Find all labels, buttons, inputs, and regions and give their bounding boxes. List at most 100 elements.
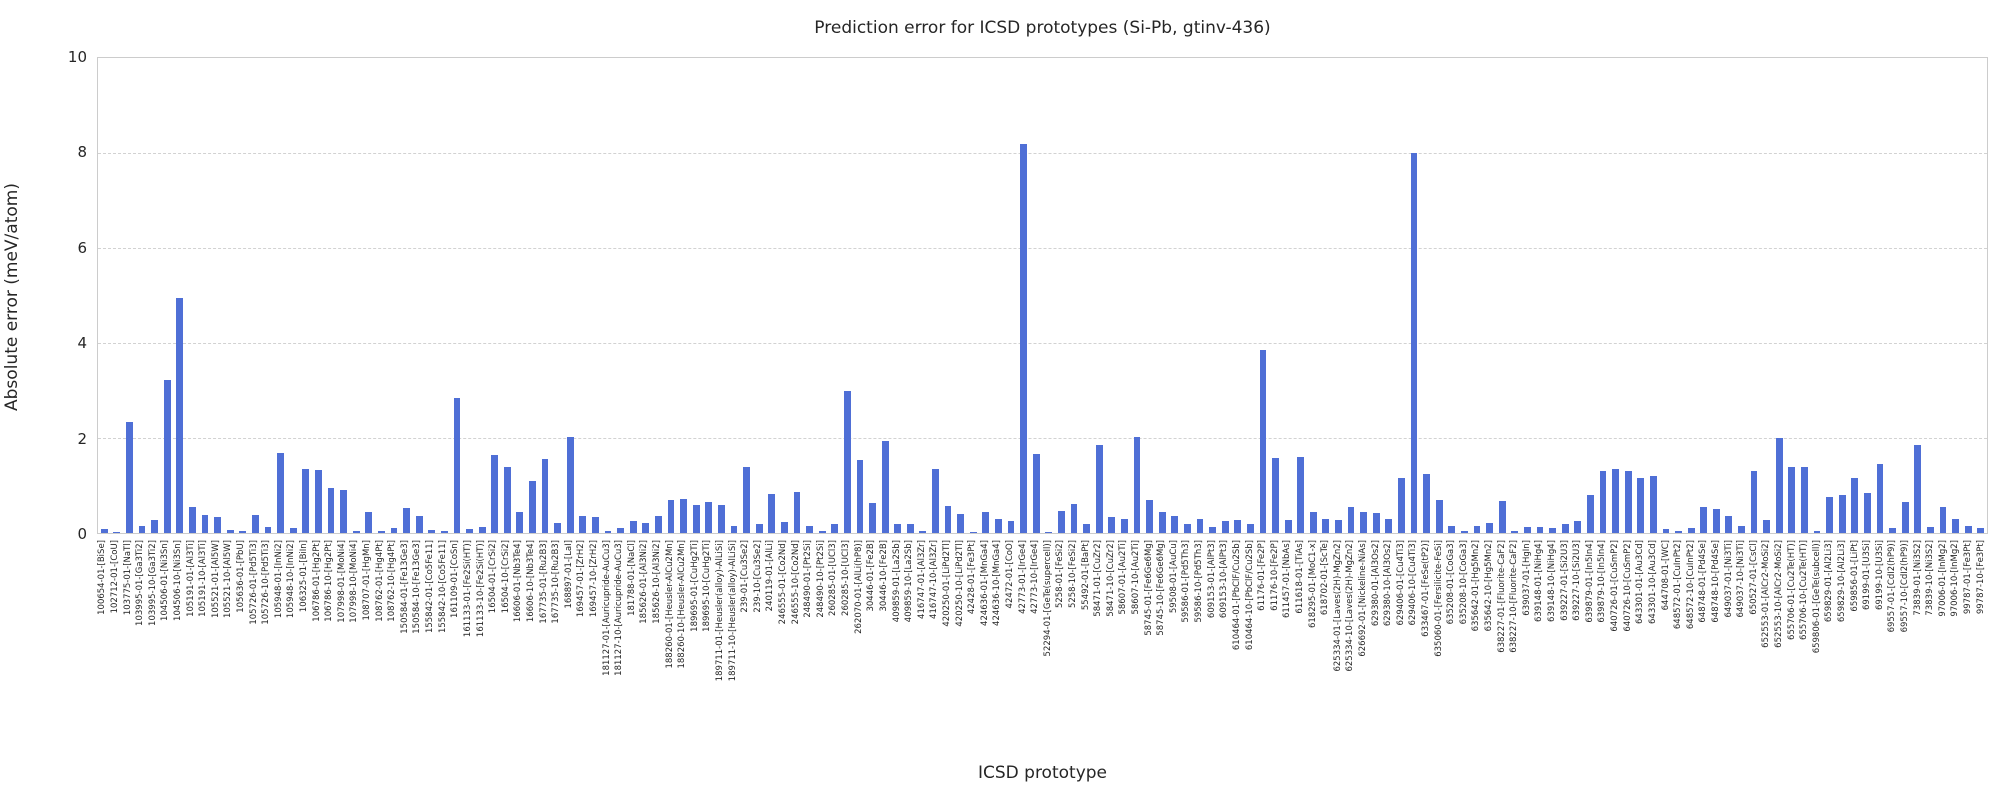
- bar-slot: [1974, 58, 1987, 533]
- x-tick-label: 69199-10-[U3Si]: [1874, 540, 1885, 611]
- bar-640726-10-[CuSmP2]: [1624, 471, 1632, 533]
- bar-slot: [967, 58, 980, 533]
- bar-slot: [1017, 58, 1030, 533]
- x-tick-label: 659806-01-[GeTe(subcell)]: [1811, 540, 1822, 654]
- bar-slot: [1345, 58, 1358, 533]
- bar-slot: [1836, 58, 1849, 533]
- bar-105726-10-[Pd5Ti3]: [264, 527, 272, 533]
- x-tick-label: 105726-10-[Pd5Ti3]: [261, 540, 272, 625]
- bar-105191-01-[Al3Ti]: [189, 507, 196, 533]
- x-tick-label: 150584-10-[Fe13Ge3]: [412, 540, 423, 634]
- x-tick-label: 625334-10-[Laves(2H)-MgZn2]: [1345, 540, 1356, 672]
- bar-slot: [1030, 58, 1043, 533]
- bar-648748-01-[Pd4Se]: [1700, 506, 1708, 533]
- bar-639879-01-[In5In4]: [1586, 495, 1594, 533]
- bar-slot: [1924, 58, 1937, 533]
- x-tick-label: 97006-01-[InMg2]: [1937, 540, 1948, 617]
- bar-slot: [312, 58, 325, 533]
- x-tick-label: 108762-10-[Hg4Pt]: [387, 540, 398, 622]
- y-tick-0: 0: [77, 525, 87, 543]
- bar-150584-01-[Fe13Ge3]: [403, 508, 410, 533]
- bar-slot: [1458, 58, 1471, 533]
- x-tick-label: 246555-01-[Co2Nd]: [778, 540, 789, 625]
- bar-slot: [1811, 58, 1824, 533]
- bar-slot: [388, 58, 401, 533]
- x-tick-label: 167735-01-[Ru2B3]: [538, 540, 549, 624]
- bar-slot: [123, 58, 136, 533]
- bar-648572-01-[CuInPt2]: [1675, 530, 1682, 533]
- x-tick-label: 629380-10-[Al3Os2]: [1383, 540, 1394, 627]
- bar-slot: [249, 58, 262, 533]
- bar-640726-01-[CuSmP2]: [1612, 468, 1619, 533]
- bar-slot: [1206, 58, 1219, 533]
- x-tick-label: 105191-10-[Al3Ti]: [198, 540, 209, 617]
- bar-155842-10-[Co5Fe11]: [440, 530, 448, 533]
- bar-643301-10-[Au3Cd]: [1649, 476, 1657, 533]
- bar-106786-10-[Hg2Pt]: [327, 487, 335, 533]
- x-tick-label: 652553-01-[AlCr2-MoSi2]: [1761, 540, 1772, 648]
- bar-slot: [1408, 58, 1421, 533]
- bar-648748-10-[Pd4Se]: [1712, 509, 1720, 533]
- x-tick-label: 155842-10-[Co5Fe11]: [437, 540, 448, 634]
- x-tick-label: 648572-10-[CuInPt2]: [1685, 540, 1696, 630]
- bar-slot: [111, 58, 124, 533]
- x-tick-label: 618295-01-[MoC1-x]: [1307, 540, 1318, 629]
- bar-58471-01-[CuZr2]: [1095, 445, 1103, 533]
- bar-slot: [362, 58, 375, 533]
- bar-416747-10-[Al3Zr]: [932, 469, 939, 533]
- bar-239-01-[Cu3Se2]: [743, 466, 750, 533]
- x-tick-label: 635208-10-[CoGa3]: [1458, 540, 1469, 625]
- x-tick-label: 659829-10-[Al2Li3]: [1837, 540, 1848, 623]
- x-tick-label: 30446-10-[Fe2B]: [878, 540, 889, 612]
- bar-slot: [589, 58, 602, 533]
- bar-slot: [1483, 58, 1496, 533]
- bar-slot: [1080, 58, 1093, 533]
- bar-slot: [690, 58, 703, 533]
- x-tick-label: 106786-10-[Hg2Pt]: [324, 540, 335, 622]
- bar-42428-01-[Fe3Pt]: [969, 531, 977, 533]
- bar-slot: [161, 58, 174, 533]
- bar-slot: [148, 58, 161, 533]
- bar-52294-01-[GeTe(supercell)]: [1045, 531, 1053, 533]
- x-tick-label: 161109-01-[CoSn]: [450, 540, 461, 618]
- bar-424636-10-[MnGa4]: [995, 518, 1002, 533]
- bar-slot: [614, 58, 627, 533]
- gridline-y4: [98, 343, 1987, 344]
- bar-611457-01-[NbAs]: [1284, 519, 1292, 533]
- x-tick-label: 639227-10-[Si2U3]: [1572, 540, 1583, 621]
- x-tick-label: 16504-10-[CrSi2]: [500, 540, 511, 614]
- bar-105521-01-[Al5W]: [214, 516, 222, 533]
- bar-239-10-[Cu3Se2]: [755, 523, 763, 533]
- bar-659856-01-[LiPt]: [1851, 478, 1859, 533]
- bar-169457-01-[ZrH2]: [579, 516, 587, 533]
- bar-slot: [1496, 58, 1509, 533]
- bar-181127-10-[Auricupride-AuCu3]: [617, 528, 625, 533]
- x-tick-label: 638227-01-[Fluorite-CaF2]: [1496, 540, 1507, 653]
- x-tick-label: 420250-01-[LiPd2Tl]: [941, 540, 952, 627]
- x-tick-label: 168897-01-[LaI]: [563, 540, 574, 609]
- bar-slot: [652, 58, 665, 533]
- bar-42773-01-[IrGe4]: [1020, 143, 1028, 533]
- x-tick-label: 188260-01-[Heusler-AlCu2Mn]: [664, 540, 675, 669]
- bar-106325-01-[BiIn]: [302, 468, 310, 533]
- x-tick-label: 181788-01-[NaCl]: [626, 540, 637, 616]
- x-tick-label: 105521-10-[Al5W]: [223, 540, 234, 619]
- x-tick-label: 640726-10-[CuSmP2]: [1622, 540, 1633, 632]
- x-tick-label: 260285-10-[UCl3]: [841, 540, 852, 616]
- bar-slot: [136, 58, 149, 533]
- bar-155842-01-[Co5Fe11]: [428, 530, 436, 533]
- bar-104506-01-[Ni3Sn]: [163, 380, 171, 533]
- bar-189695-01-[CuHg2Ti]: [692, 504, 700, 533]
- bar-99787-10-[Fe3Pt]: [1977, 528, 1985, 533]
- bar-slot: [1181, 58, 1194, 533]
- bar-69557-10-[CdI2(hP9)]: [1901, 502, 1909, 533]
- bar-slot: [1168, 58, 1181, 533]
- bar-slot: [1760, 58, 1773, 533]
- x-tick-label: 42773-01-[IrGe4]: [1017, 540, 1028, 614]
- bar-248490-10-[Pt2Si]: [818, 531, 826, 533]
- bar-246555-10-[Co2Nd]: [793, 491, 801, 533]
- x-tick-label: 58745-01-[Fe6Ge6Mg]: [1143, 540, 1154, 636]
- bar-108762-01-[Hg4Pt]: [377, 530, 385, 533]
- bar-slot: [1395, 58, 1408, 533]
